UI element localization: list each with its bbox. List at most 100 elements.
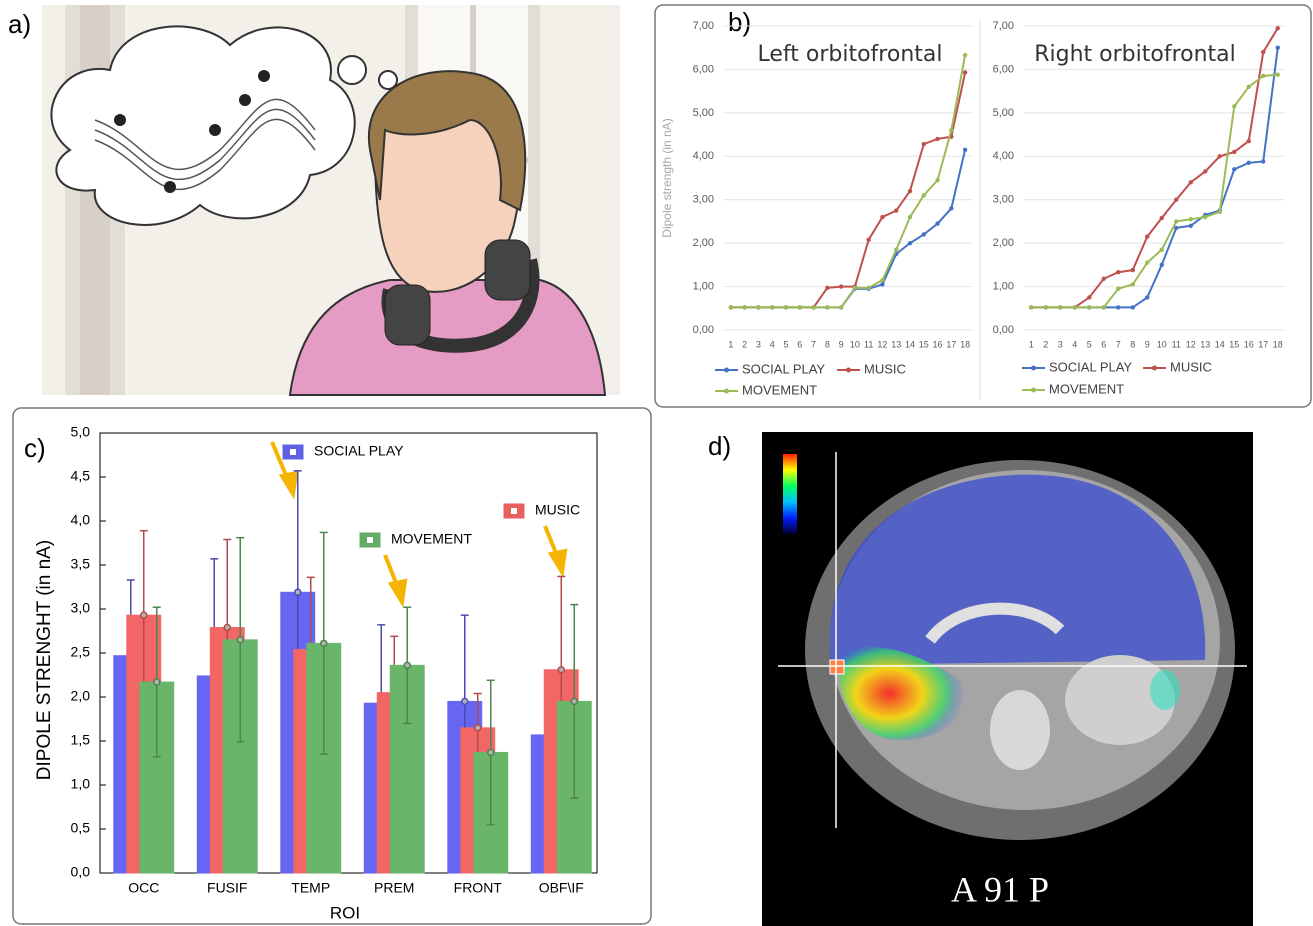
legend-label: SOCIAL PLAY [742, 361, 825, 376]
point-marker [557, 665, 565, 674]
point-marker [223, 623, 231, 632]
point [1159, 215, 1164, 221]
point [783, 305, 789, 310]
x-tick-label: 14 [1215, 339, 1225, 349]
y-tick-label: 0,0 [71, 864, 91, 880]
point [866, 285, 871, 291]
point [921, 141, 926, 147]
y-tick-label: 2,5 [71, 644, 91, 660]
x-tick-label: 18 [1273, 339, 1283, 349]
point [1174, 225, 1179, 231]
y-tick-label: 1,00 [693, 280, 714, 292]
point [1072, 305, 1077, 310]
point [921, 193, 926, 198]
x-tick-label: 17 [1258, 339, 1268, 349]
point [1246, 138, 1251, 144]
point [1130, 282, 1135, 287]
x-tick-label: 16 [933, 339, 943, 349]
x-tick-label: 8 [1130, 339, 1135, 349]
mri-image [762, 432, 1253, 926]
image-caption: A 91 P [951, 869, 1049, 909]
point [1232, 167, 1237, 172]
y-tick-label: 2,00 [693, 237, 714, 249]
y-tick-label: 4,0 [71, 512, 91, 528]
y-axis-label: DIPOLE STRENGHT (in nA) [34, 540, 55, 780]
x-tick-label: 10 [850, 339, 860, 349]
legend-swatch [1031, 365, 1036, 371]
point-marker [320, 639, 328, 648]
point [1203, 214, 1208, 220]
y-tick-label: 3,00 [993, 194, 1014, 206]
x-tick-label: 18 [960, 339, 970, 349]
point [1116, 286, 1121, 291]
point [907, 240, 913, 246]
x-tick-label: 16 [1244, 339, 1254, 349]
point-marker [236, 636, 244, 644]
y-tick-label: 7,00 [993, 20, 1014, 32]
x-tick-label: FUSIF [207, 880, 247, 896]
point [1145, 295, 1150, 300]
point [1275, 25, 1280, 31]
point [1246, 160, 1251, 165]
point [797, 305, 802, 310]
point [1029, 305, 1034, 310]
legend-label: MUSIC [535, 502, 580, 518]
point [935, 221, 940, 226]
point [935, 177, 940, 183]
point [880, 282, 885, 287]
y-axis-label: Dipole strength (in nA) [660, 118, 674, 237]
y-tick-label: 4,5 [71, 468, 91, 484]
x-tick-label: 3 [1058, 339, 1063, 349]
point [880, 214, 885, 220]
x-tick-label: 9 [839, 339, 844, 349]
point-marker [403, 661, 411, 670]
legend-swatch [1152, 365, 1157, 371]
point [907, 188, 913, 194]
point [1232, 149, 1237, 155]
x-tick-label: 1 [1029, 339, 1034, 349]
x-tick-label: 7 [811, 339, 816, 349]
legend-label: SOCIAL PLAY [314, 443, 404, 459]
point [894, 208, 899, 213]
point [1116, 305, 1121, 310]
x-axis-label: ROI [330, 903, 360, 922]
point [838, 305, 844, 310]
x-tick-label: 10 [1157, 339, 1167, 349]
y-tick-label: 4,00 [993, 150, 1014, 162]
point [1116, 270, 1121, 275]
legend-label: SOCIAL PLAY [1049, 359, 1132, 374]
legend-swatch [846, 367, 851, 373]
point [1159, 262, 1164, 268]
point [1145, 234, 1150, 239]
x-tick-label: 17 [946, 339, 956, 349]
y-tick-label: 0,00 [993, 324, 1014, 336]
point [866, 237, 871, 242]
point [894, 247, 899, 252]
x-tick-label: 1 [728, 339, 733, 349]
series-line [1031, 73, 1278, 309]
x-tick-label: 14 [905, 339, 915, 349]
y-tick-label: 3,0 [71, 600, 91, 616]
legend-swatch [511, 508, 517, 514]
point [1232, 104, 1237, 109]
x-tick-label: 11 [864, 339, 873, 349]
x-tick-label: 8 [825, 339, 830, 349]
y-tick-label: 0,00 [693, 324, 714, 336]
x-tick-label: 2 [742, 339, 747, 349]
y-tick-label: 1,5 [71, 732, 91, 748]
chart-title: Right orbitofrontal [1034, 42, 1236, 67]
y-tick-label: 1,00 [993, 280, 1014, 292]
arrows [270, 441, 568, 608]
x-tick-label: 3 [756, 339, 761, 349]
x-tick-label: 7 [1116, 339, 1121, 349]
x-tick-label: 12 [877, 339, 887, 349]
legend-label: MOVEMENT [742, 382, 817, 397]
point [962, 147, 968, 152]
legend-swatch [724, 388, 729, 394]
x-tick-label: 15 [919, 339, 929, 349]
legend-swatch [724, 367, 729, 373]
point [852, 285, 858, 291]
y-tick-label: 5,00 [993, 107, 1014, 119]
y-tick-label: 2,0 [71, 688, 91, 704]
point [1130, 267, 1135, 273]
